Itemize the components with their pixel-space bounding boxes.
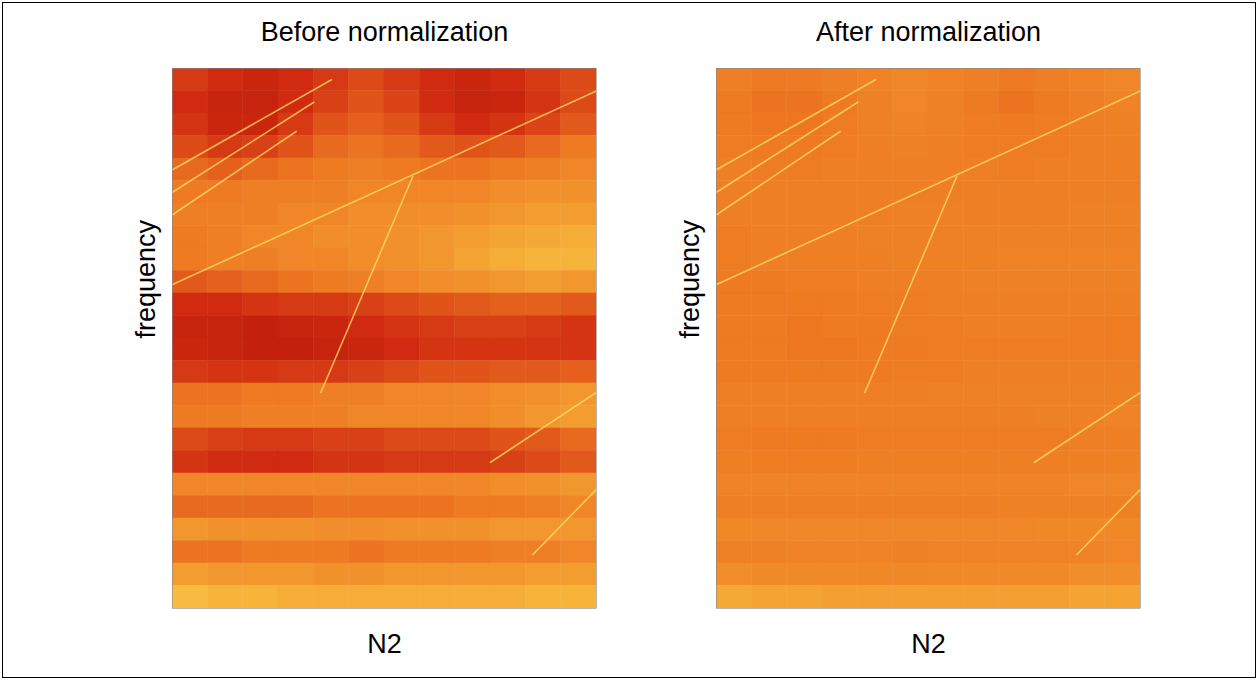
svg-text:N2: N2: [367, 629, 402, 659]
svg-text:frequency: frequency: [131, 219, 161, 338]
svg-text:After normalization: After normalization: [816, 17, 1041, 47]
svg-text:N2: N2: [911, 629, 946, 659]
svg-text:frequency: frequency: [675, 219, 705, 338]
svg-text:Before normalization: Before normalization: [261, 17, 509, 47]
